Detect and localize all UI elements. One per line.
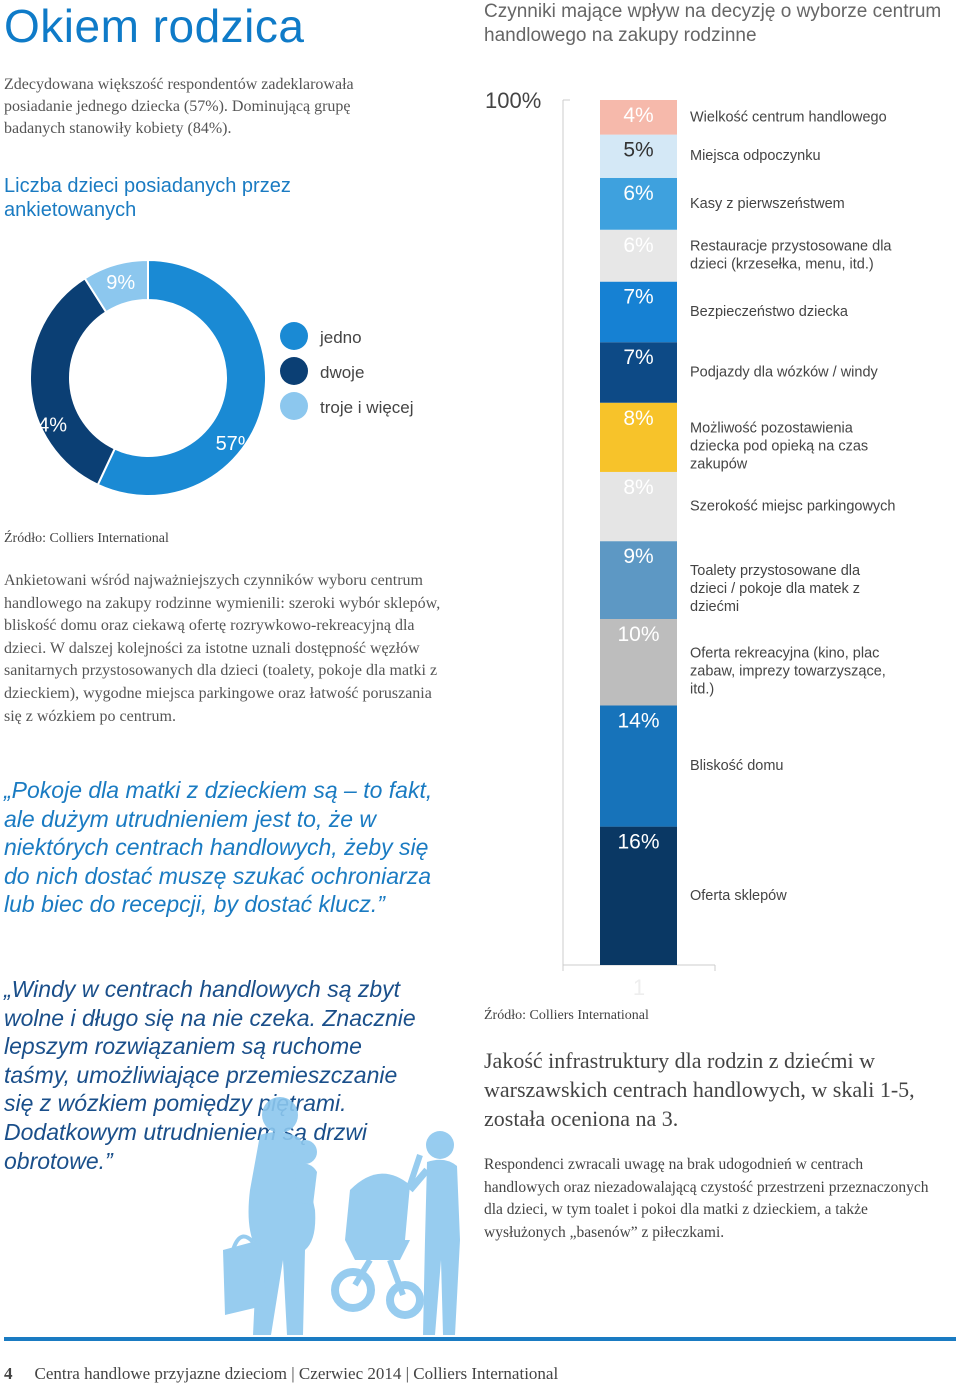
page-number: 4 (4, 1364, 13, 1383)
x-tick-label: 1 (633, 975, 645, 1000)
category-label-bliskosc-domu: Bliskość domu (690, 758, 783, 774)
category-label-miejsca-odpoczynku: Miejsca odpoczynku (690, 148, 821, 164)
bar-value-label: 7% (623, 346, 653, 369)
body-paragraph-right: Respondenci zwracali uwagę na brak udogo… (484, 1156, 929, 1241)
source-note-left: Źródło: Colliers International (4, 531, 169, 546)
page-footer: 4 Centra handlowe przyjazne dzieciom | Cz… (4, 1364, 558, 1384)
bar-value-label: 7% (623, 286, 653, 309)
bar-segment-podjazdy-dla-wozkow-windy (600, 342, 677, 403)
bar-segment-szerokosc-miejsc-parkingowych (600, 471, 677, 542)
footer-text: Centra handlowe przyjazne dzieciom | Cze… (34, 1364, 559, 1383)
bar-segment-kasy-z-pierwszenstwem (600, 177, 677, 230)
donut-slice-troje-i-wiecej (83, 258, 149, 314)
legend-item-jedno: jedno (280, 322, 460, 356)
bar-value-label: 5% (623, 139, 653, 162)
category-label-szerokosc-miejsc-parkingowych: Szerokość miejsc parkingowych (690, 498, 896, 514)
bar-segment-mozliwosc-pozostawienia-dziecka-pod-opieka-na-czas-zakupow (600, 402, 677, 472)
category-label-oferta-sklepow: Oferta sklepów (690, 888, 787, 904)
bar-value-label: 14% (617, 710, 659, 733)
category-label-podjazdy-dla-wozkow-windy: Podjazdy dla wózków / windy (690, 364, 879, 380)
legend-item-dwoje: dwoje (280, 357, 460, 391)
category-label-kasy-z-pierwszenstwem: Kasy z pierwszeństwem (690, 196, 845, 212)
legend-swatch (280, 392, 308, 420)
bar-value-label: 10% (617, 623, 659, 646)
quote-mother-room: „Pokoje dla matki z dzieckiem są – to fa… (4, 777, 433, 918)
source-note-right: Źródło: Colliers International (484, 1008, 649, 1023)
bar-segment-wielkosc-centrum-handlowego (600, 100, 677, 135)
legend-label: dwoje (320, 363, 365, 382)
category-label-oferta-rekreacyjna-kino-plac-zabaw-imprezy-towarzyszace-itd: Oferta rekreacyjna (kino, plac zabaw, imp… (690, 645, 886, 697)
stacked-bar-chart: 100% 1 16% Oferta sklepów 14% Bliskość domu 10… (485, 88, 896, 1000)
bar-segment-oferta-sklepow (600, 826, 677, 965)
donut-chart: 57% 34% 9% (27, 258, 267, 497)
donut-chart-title: Liczba dzieci posiadanych przez ankietow… (4, 175, 291, 221)
donut-slice-dwoje (29, 276, 117, 487)
quote-elevators: „Windy w centrach handlowych są zbyt wol… (4, 976, 416, 1174)
category-label-bezpieczenstwo-dziecka: Bezpieczeństwo dziecka (690, 304, 849, 320)
bar-value-label: 4% (623, 104, 653, 127)
legend-item-troje-i-wiecej: troje i więcej (280, 392, 460, 426)
y-tick-label: 100% (485, 88, 541, 113)
legend-label: troje i więcej (320, 398, 414, 417)
bar-value-label: 16% (617, 831, 659, 854)
donut-label-dwoje: 34% (27, 415, 67, 437)
bar-value-label: 8% (623, 407, 653, 430)
bar-value-label: 9% (623, 545, 653, 568)
bar-segment-oferta-rekreacyjna-kino-plac-zabaw-imprezy-towarzyszace-itd (600, 619, 677, 706)
page-title: Okiem rodzica (4, 0, 305, 52)
intro-paragraph: Zdecydowana większość respondentów zadek… (4, 76, 354, 137)
bar-segment-restauracje-przystosowane-dla-dzieci-krzeselka-menu-itd (600, 229, 677, 282)
family-silhouette-illustration (223, 1097, 460, 1335)
legend-swatch (280, 357, 308, 385)
bar-value-label: 6% (623, 182, 653, 205)
donut-slice-jedno (96, 258, 267, 497)
donut-label-troje-i-wiecej: 9% (106, 272, 135, 294)
bar-chart-title: Czynniki mające wpływ na decyzję o wybor… (484, 1, 942, 46)
bar-value-label: 6% (623, 234, 653, 257)
body-paragraph-left: Ankietowani wśród najważniejszych czynni… (4, 572, 441, 725)
legend-label: jedno (320, 328, 362, 347)
rating-heading: Jakość infrastruktury dla rodzin z dzieć… (484, 1048, 915, 1131)
legend-swatch (280, 322, 308, 350)
category-label-toalety-przystosowane-dla-dzieci-pokoje-dla-matek-z-dziecmi: Toalety przystosowane dla dzieci / pokoje… (690, 563, 861, 615)
category-label-mozliwosc-pozostawienia-dziecka-pod-opieka-na-czas-zakupow: Możliwość pozostawienia dziecka pod opiek… (690, 420, 868, 472)
bar-segment-miejsca-odpoczynku (600, 134, 677, 178)
bar-value-label: 8% (623, 476, 653, 499)
bar-segment-bliskosc-domu (600, 705, 677, 827)
footer-divider (4, 1337, 956, 1341)
category-label-wielkosc-centrum-handlowego: Wielkość centrum handlowego (690, 109, 887, 125)
category-label-restauracje-przystosowane-dla-dzieci-krzeselka-menu-itd: Restauracje przystosowane dla dzieci (krz… (690, 239, 892, 273)
bar-segment-bezpieczenstwo-dziecka (600, 281, 677, 343)
donut-label-jedno: 57% (216, 433, 256, 455)
bar-segment-toalety-przystosowane-dla-dzieci-pokoje-dla-matek-z-dziecmi (600, 541, 677, 619)
